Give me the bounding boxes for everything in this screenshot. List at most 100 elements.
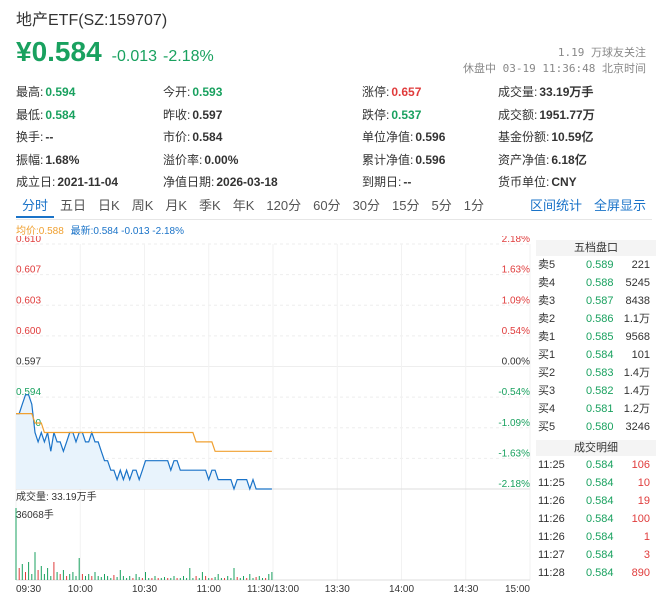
intraday-chart[interactable]: 0.610 2.18% 0.607 1.63% 0.603 1.09% 0.600 0.54%…	[0, 236, 532, 613]
page-title: 地产ETF(SZ:159707)	[16, 12, 168, 29]
y-tick-label: 0.607	[16, 265, 41, 276]
volume-bar	[230, 578, 232, 580]
current-price: ¥0.584	[16, 36, 102, 67]
tab-8[interactable]: 60分	[313, 198, 341, 213]
price-area	[16, 394, 272, 489]
deal-price: 0.584	[586, 567, 614, 579]
y-tick-pct: -0.54%	[498, 387, 530, 398]
deal-volume: 10	[637, 477, 650, 489]
price-row: ¥0.584 -0.013 -2.18%	[16, 36, 214, 70]
volume-bar	[31, 574, 33, 580]
y-tick-pct: -1.63%	[498, 448, 530, 459]
x-tick-label: 10:00	[68, 584, 93, 595]
bid-price: 0.582	[586, 385, 614, 397]
volume-bar	[262, 578, 263, 580]
volume-bar	[28, 562, 30, 580]
tab-7[interactable]: 120分	[266, 198, 302, 213]
tab-6[interactable]: 年K	[232, 198, 255, 213]
tab-10[interactable]: 15分	[392, 198, 420, 213]
volume-bar	[198, 578, 200, 580]
quote-cell: 净值日期: 2026-03-18	[163, 173, 278, 190]
quote-label: 累计净值:	[362, 152, 414, 167]
bid-label: 买3	[538, 385, 556, 397]
quote-label: 跌停:	[362, 107, 390, 122]
quote-label: 最低:	[16, 107, 44, 122]
y-tick-pct: -2.18%	[498, 479, 530, 490]
volume-bar	[167, 578, 169, 580]
deal-volume: 890	[631, 567, 650, 579]
quote-label: 到期日:	[362, 175, 402, 189]
bid-volume: 1.2万	[623, 403, 650, 415]
volume-bar	[246, 578, 248, 580]
quote-label: 溢价率:	[163, 152, 203, 167]
volume-bar	[258, 576, 260, 580]
volume-bar	[88, 574, 90, 580]
volume-bar	[62, 570, 64, 580]
tab-3[interactable]: 周K	[131, 198, 154, 213]
volume-bar	[97, 576, 99, 580]
x-tick-label: 14:00	[389, 584, 414, 595]
quote-value: 0.596	[415, 130, 446, 144]
ask-row: 卖2 0.586 1.1万	[536, 310, 656, 328]
bid-row: 买3 0.582 1.4万	[536, 382, 656, 400]
followers-count: 1.19 万球友关注	[557, 46, 646, 59]
quote-value: 6.18亿	[551, 152, 587, 167]
volume-bar	[173, 576, 175, 580]
bid-label: 买4	[538, 403, 556, 415]
volume-bar	[145, 572, 146, 580]
quote-value: 0.00%	[204, 152, 239, 167]
ask-label: 卖4	[538, 277, 556, 289]
bid-row: 买5 0.580 3246	[536, 418, 656, 436]
deal-row: 11:25 0.584 10	[536, 474, 656, 492]
tool-0[interactable]: 区间统计	[529, 198, 582, 213]
deal-time: 11:25	[538, 477, 565, 489]
quote-label: 涨停:	[362, 85, 390, 99]
quote-cell: 成立日: 2021-11-04	[16, 173, 118, 190]
volume-bar	[47, 568, 49, 580]
price-change: -0.013	[111, 48, 158, 65]
volume-bar	[43, 574, 45, 580]
bid-label: 买2	[538, 367, 556, 379]
volume-bar	[268, 574, 270, 580]
tab-5[interactable]: 季K	[199, 198, 221, 213]
tool-1[interactable]: 全屏显示	[593, 198, 646, 213]
tab-9[interactable]: 30分	[352, 198, 381, 213]
quote-cell: 振幅: 1.68%	[16, 151, 79, 168]
legend-avg: 均价:0.588	[16, 226, 64, 237]
quote-label: 单位净值:	[362, 130, 414, 144]
y-tick-pct: 0.00%	[502, 357, 530, 368]
bid-volume: 1.4万	[623, 385, 650, 397]
y-tick-pct: 0.54%	[502, 326, 530, 337]
tab-1[interactable]: 五日	[60, 198, 87, 213]
bid-label: 买5	[538, 421, 556, 433]
tab-0[interactable]: 分时	[16, 196, 55, 218]
deal-volume: 100	[631, 513, 650, 525]
quote-value: 1.68%	[45, 152, 80, 167]
tab-12[interactable]: 1分	[463, 198, 484, 213]
quote-value: CNY	[551, 175, 577, 189]
tab-11[interactable]: 5分	[431, 198, 452, 213]
volume-bar	[176, 578, 178, 580]
volume-bar	[104, 574, 105, 580]
quote-label: 市价:	[163, 130, 191, 144]
tab-2[interactable]: 日K	[98, 198, 120, 213]
quote-label: 昨收:	[163, 107, 191, 122]
quote-value: 0.537	[391, 107, 422, 122]
ask-price: 0.589	[586, 259, 614, 271]
tab-4[interactable]: 月K	[165, 198, 188, 213]
volume-bar	[170, 578, 172, 580]
deal-row: 11:26 0.584 100	[536, 510, 656, 528]
quote-cell: 累计净值: 0.596	[362, 151, 445, 168]
volume-bar	[252, 578, 254, 580]
ask-price: 0.588	[586, 277, 614, 289]
quote-row: 成立日: 2021-11-04 净值日期: 2026-03-18 到期日: -- 货币单位:…	[16, 170, 646, 193]
y-tick-label: 0.603	[16, 295, 41, 306]
ask-label: 卖5	[538, 259, 556, 271]
bid-volume: 3246	[625, 421, 650, 433]
ask-price: 0.585	[586, 331, 614, 343]
ask-row: 卖1 0.585 9568	[536, 328, 656, 346]
volume-bar	[179, 578, 181, 580]
x-tick-label: 09:30	[16, 584, 41, 595]
volume-bar	[132, 578, 134, 580]
bid-price: 0.584	[586, 349, 614, 361]
